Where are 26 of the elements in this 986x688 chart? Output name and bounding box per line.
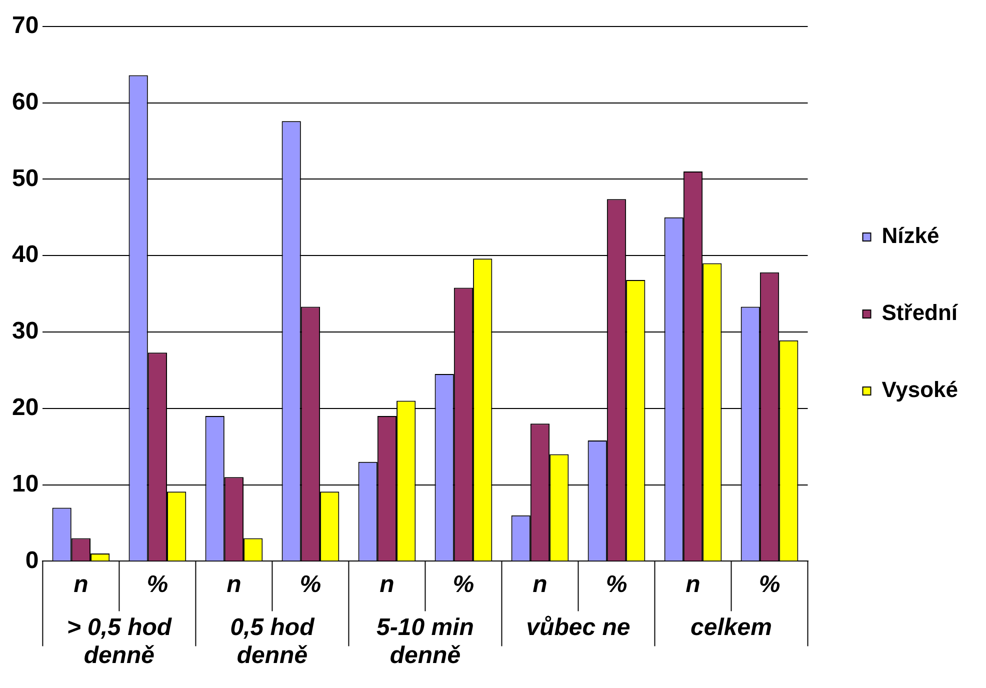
x-tick-label: % [300,571,322,598]
y-tick-label: 30 [12,318,39,345]
y-tick-label: 70 [12,12,39,40]
x-tick-label: % [606,571,628,598]
x-tick-label: n [686,571,700,598]
text: celkem [690,614,772,641]
legend-label: Střední [882,300,958,326]
x-tick-label: n [380,571,394,598]
y-tick-label: 40 [12,241,39,268]
text: 0,5 hod denně [230,614,316,669]
y-tick-label: 50 [12,164,39,192]
x-tick-label: n [532,571,548,598]
x-tick-label: % [452,571,474,598]
text: vůbec ne [526,614,630,641]
x-tick-label: n [74,571,88,598]
legend-label: Vysoké [882,377,958,402]
text: > 0,5 hod denně [66,614,173,669]
y-tick-label: 20 [12,394,39,422]
y-tick-label: 10 [12,470,39,498]
y-tick-label: 60 [12,88,39,116]
x-tick-label: % [146,571,168,598]
legend-label: Nízké [882,223,940,248]
y-tick-label: 0 [25,546,39,574]
x-tick-label: n [226,571,242,598]
x-tick-label: % [758,571,780,598]
text: 5-10 min denně [376,614,474,669]
